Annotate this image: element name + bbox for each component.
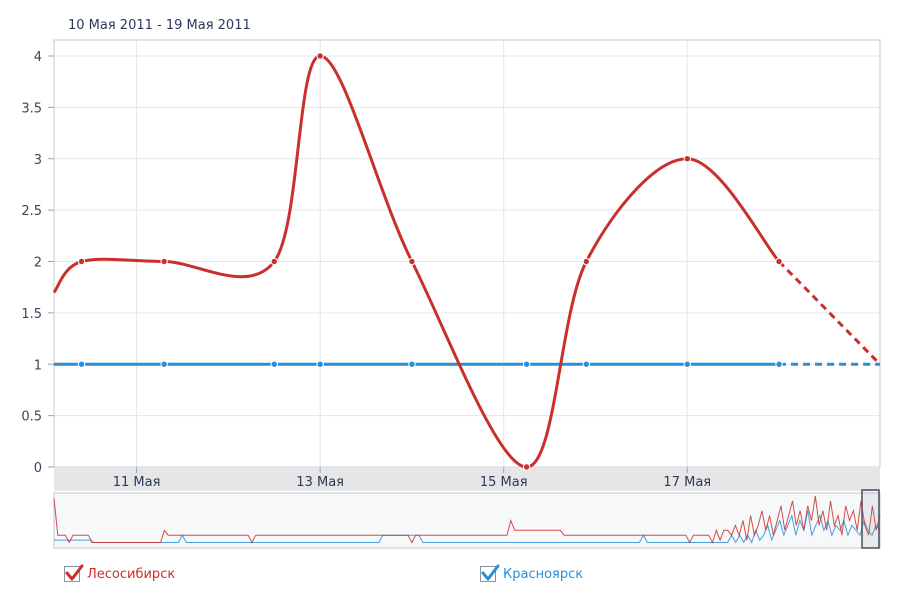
legend-label: Лесосибирск (87, 566, 176, 582)
data-point-krasnoyarsk[interactable] (408, 360, 416, 368)
y-tick-label: 3.5 (21, 101, 42, 116)
data-point-lesosibirsk[interactable] (683, 155, 691, 163)
y-tick-label: 4 (34, 50, 42, 65)
data-point-lesosibirsk[interactable] (582, 257, 591, 266)
checkmark-icon (65, 564, 84, 581)
navigator-trace-lesosibirsk (53, 495, 881, 544)
y-axis-ticks: 0 0.5 1 1.5 2 2.5 3 3.5 4 (21, 50, 54, 476)
data-point-lesosibirsk[interactable] (77, 257, 86, 266)
data-point-lesosibirsk[interactable] (316, 52, 324, 60)
date-range-label: 10 Мая 2011 - 19 Мая 2011 (68, 18, 251, 33)
y-tick-label: 2 (34, 256, 42, 271)
data-point-lesosibirsk[interactable] (522, 463, 531, 471)
y-tick-label: 1.5 (21, 307, 42, 322)
legend-item-lesosibirsk[interactable]: Лесосибирск (64, 563, 175, 585)
x-axis-ticks: 11 Мая 13 Мая 15 Мая 17 Мая (113, 467, 711, 490)
data-point-lesosibirsk[interactable] (160, 257, 168, 266)
data-point-krasnoyarsk[interactable] (77, 360, 86, 368)
data-point-lesosibirsk[interactable] (408, 257, 416, 266)
navigator-background (53, 492, 881, 549)
y-tick-label: 0 (34, 461, 42, 476)
x-tick-label: 13 Мая (296, 475, 344, 490)
plot-area (53, 39, 881, 468)
navigator-trace-krasnoyarsk (54, 510, 881, 544)
y-tick-label: 2.5 (21, 204, 42, 219)
legend-checkbox-lesosibirsk[interactable] (64, 564, 84, 582)
data-point-krasnoyarsk[interactable] (270, 360, 278, 368)
data-point-krasnoyarsk[interactable] (316, 360, 324, 368)
checkmark-icon (481, 564, 500, 581)
grid (54, 40, 880, 467)
data-point-lesosibirsk[interactable] (270, 257, 278, 266)
series (52, 52, 882, 471)
data-point-krasnoyarsk[interactable] (582, 360, 591, 368)
y-tick-label: 3 (34, 153, 42, 168)
series-line-dashed-lesosibirsk (777, 260, 882, 366)
x-axis-band (54, 467, 880, 491)
legend-label: Красноярск (503, 566, 584, 582)
data-point-lesosibirsk[interactable] (775, 257, 783, 266)
x-tick-label: 11 Мая (113, 475, 161, 490)
data-point-krasnoyarsk[interactable] (683, 360, 691, 368)
data-point-krasnoyarsk[interactable] (775, 360, 783, 368)
legend-checkbox-krasnoyarsk[interactable] (480, 564, 500, 582)
y-tick-label: 1 (34, 358, 42, 373)
data-point-krasnoyarsk[interactable] (160, 360, 168, 368)
navigator-selection-window[interactable] (861, 489, 880, 549)
y-tick-label: 0.5 (21, 410, 42, 425)
legend-item-krasnoyarsk[interactable]: Красноярск (480, 563, 583, 585)
navigator[interactable] (53, 489, 881, 549)
x-tick-label: 17 Мая (663, 475, 711, 490)
data-point-krasnoyarsk[interactable] (522, 360, 531, 368)
x-tick-label: 15 Мая (480, 475, 528, 490)
